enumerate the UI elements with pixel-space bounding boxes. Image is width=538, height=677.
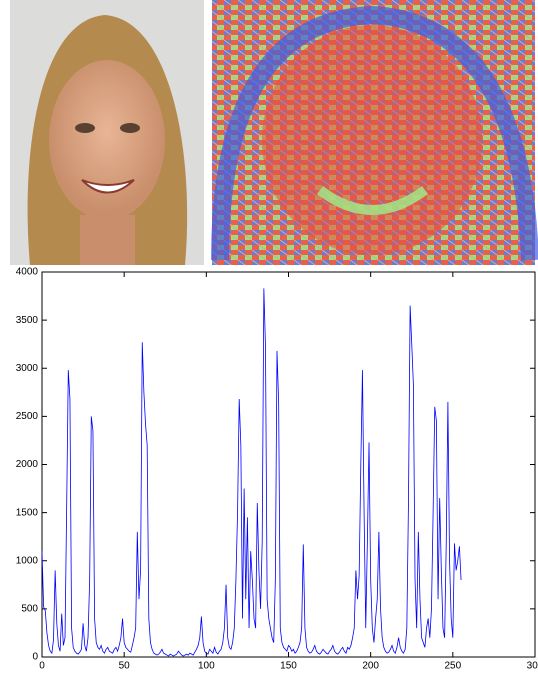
x-tick-label: 200 (362, 661, 379, 672)
y-tick-label: 3000 (16, 363, 39, 374)
face-photo (10, 0, 204, 265)
y-tick-label: 3500 (16, 315, 39, 326)
x-tick-label: 150 (280, 661, 297, 672)
x-tick-label: 50 (119, 661, 131, 672)
lbp-image (211, 0, 538, 265)
y-tick-label: 4000 (16, 267, 39, 278)
y-tick-label: 2500 (16, 411, 39, 422)
x-tick-label: 300 (527, 661, 538, 672)
y-tick-label: 0 (32, 652, 38, 663)
line-series (41, 288, 462, 657)
x-tick-label: 250 (444, 661, 461, 672)
y-tick-label: 1000 (16, 555, 39, 566)
y-tick-label: 1500 (16, 507, 39, 518)
y-tick-label: 2000 (16, 459, 39, 470)
x-tick-label: 100 (198, 661, 215, 672)
y-tick-label: 500 (21, 604, 38, 615)
x-tick-label: 0 (39, 661, 45, 672)
plot-frame (41, 271, 536, 658)
